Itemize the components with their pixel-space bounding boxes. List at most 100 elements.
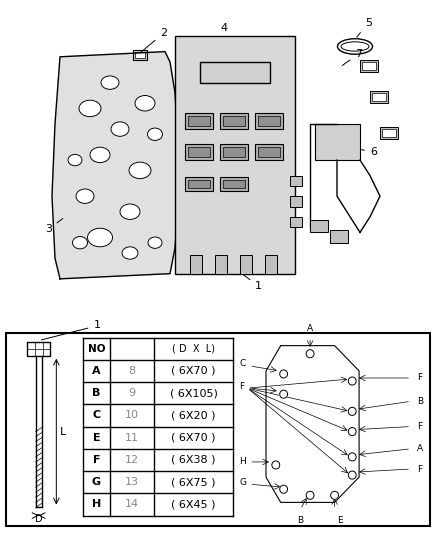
Bar (223, 180, 245, 188)
Text: 12: 12 (125, 455, 139, 465)
Text: ( 6X45 ): ( 6X45 ) (171, 499, 216, 510)
Bar (258, 116, 280, 126)
Text: F: F (417, 422, 422, 431)
Bar (290, 175, 302, 186)
Bar (175, 36, 295, 273)
Bar (330, 230, 348, 243)
Text: NO: NO (88, 344, 105, 354)
Bar (223, 116, 245, 126)
Bar (258, 147, 280, 157)
Polygon shape (52, 52, 180, 279)
Bar (380, 127, 398, 140)
Text: D: D (35, 514, 42, 523)
Text: 2: 2 (140, 28, 167, 53)
Text: 14: 14 (125, 499, 139, 510)
Bar (190, 255, 202, 273)
Ellipse shape (79, 100, 101, 117)
Text: ( 6X75 ): ( 6X75 ) (171, 477, 216, 487)
Text: 1: 1 (94, 320, 101, 330)
Ellipse shape (101, 76, 119, 90)
Ellipse shape (148, 128, 162, 140)
Bar (223, 147, 245, 157)
Circle shape (306, 491, 314, 499)
Text: F: F (417, 374, 422, 383)
Bar (188, 116, 210, 126)
Text: G: G (240, 478, 247, 487)
Text: A: A (417, 445, 423, 453)
Ellipse shape (129, 162, 151, 179)
Text: B: B (297, 515, 304, 524)
Circle shape (348, 453, 356, 461)
Bar (290, 217, 302, 227)
Text: 11: 11 (125, 433, 139, 443)
Bar (370, 91, 388, 103)
Text: ( D  X  L): ( D X L) (172, 344, 215, 354)
Text: B: B (92, 388, 101, 398)
Text: H: H (240, 457, 246, 466)
Ellipse shape (88, 228, 113, 247)
Text: ( 6X105): ( 6X105) (170, 388, 217, 398)
Text: F: F (93, 455, 100, 465)
Text: B: B (417, 397, 423, 406)
Bar (135, 52, 145, 58)
Text: G: G (92, 477, 101, 487)
Text: F: F (417, 465, 422, 473)
Ellipse shape (120, 204, 140, 220)
Bar (382, 129, 396, 138)
Ellipse shape (111, 122, 129, 136)
Bar (200, 62, 270, 83)
Circle shape (306, 350, 314, 358)
Text: E: E (337, 515, 343, 524)
Bar (362, 62, 376, 70)
Ellipse shape (135, 95, 155, 111)
Text: 3: 3 (45, 219, 63, 235)
Ellipse shape (76, 189, 94, 204)
Text: 1: 1 (237, 270, 262, 291)
Bar (185, 112, 213, 129)
Text: A: A (92, 366, 101, 376)
Text: 13: 13 (125, 477, 139, 487)
Text: 5: 5 (357, 18, 372, 37)
Ellipse shape (148, 237, 162, 248)
Circle shape (348, 377, 356, 385)
Text: 10: 10 (125, 410, 139, 421)
Circle shape (348, 471, 356, 479)
Bar (133, 50, 147, 60)
Text: 9: 9 (129, 388, 136, 398)
Bar (220, 176, 248, 191)
Bar (185, 176, 213, 191)
Text: ( 6X70 ): ( 6X70 ) (171, 366, 216, 376)
Circle shape (331, 491, 339, 499)
Bar (240, 255, 252, 273)
Circle shape (272, 461, 280, 469)
Bar (290, 196, 302, 206)
Bar (185, 143, 213, 160)
Bar (315, 124, 360, 160)
Bar (220, 143, 248, 160)
Bar (215, 255, 227, 273)
Text: ( 6X20 ): ( 6X20 ) (171, 410, 216, 421)
Bar (265, 255, 277, 273)
Ellipse shape (68, 155, 82, 166)
Bar (360, 60, 378, 72)
Text: H: H (92, 499, 101, 510)
Text: 8: 8 (129, 366, 136, 376)
Text: L: L (60, 426, 67, 437)
Text: 7: 7 (342, 49, 362, 66)
Text: ( 6X70 ): ( 6X70 ) (171, 433, 216, 443)
Text: F: F (240, 382, 245, 391)
Bar (255, 112, 283, 129)
Bar (188, 147, 210, 157)
Bar (255, 143, 283, 160)
Ellipse shape (122, 247, 138, 259)
Circle shape (280, 390, 288, 398)
Text: E: E (93, 433, 100, 443)
Text: 6: 6 (348, 147, 377, 157)
Text: C: C (92, 410, 101, 421)
Text: A: A (307, 325, 313, 334)
Bar (372, 93, 386, 101)
Bar (27, 342, 50, 356)
Circle shape (280, 370, 288, 378)
Circle shape (280, 485, 288, 493)
Bar (188, 180, 210, 188)
